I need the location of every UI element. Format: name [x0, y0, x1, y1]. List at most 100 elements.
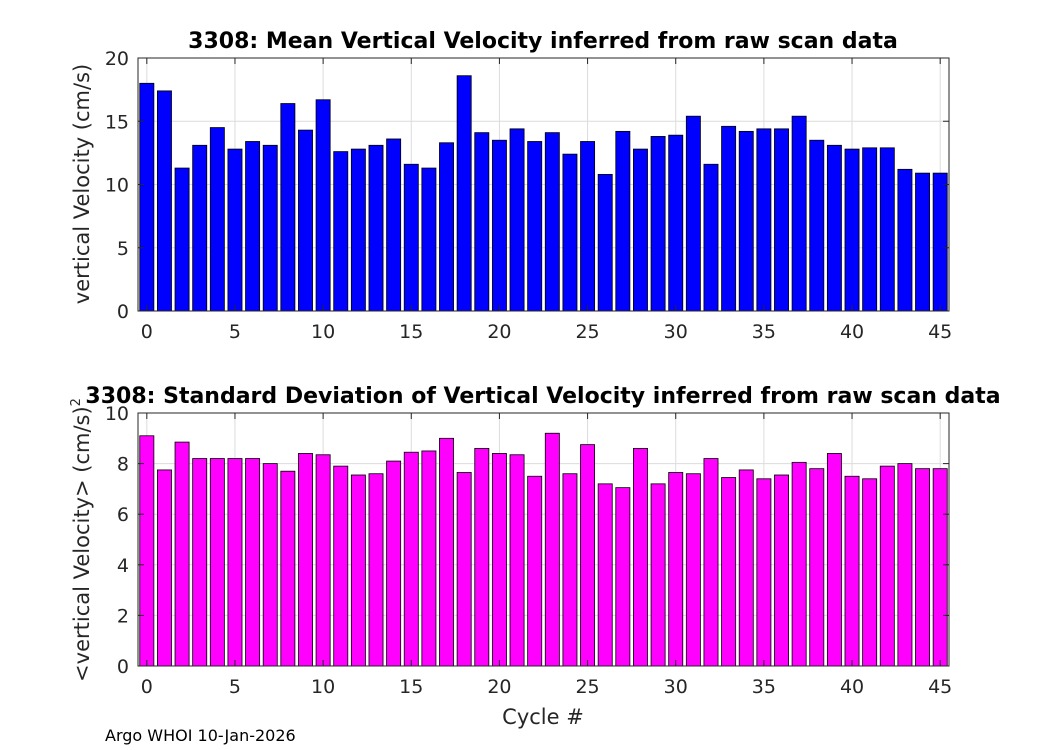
- bar: [280, 470, 296, 667]
- bar: [809, 139, 825, 312]
- bar: [915, 172, 931, 312]
- bar: [209, 127, 225, 312]
- bar: [685, 115, 701, 312]
- x-tick-label: 40: [840, 321, 864, 343]
- bar: [809, 468, 825, 667]
- bar: [668, 472, 684, 667]
- bar: [879, 147, 895, 312]
- bar: [227, 458, 243, 667]
- bar: [315, 454, 331, 667]
- y-tick-label: 6: [117, 504, 129, 526]
- bar: [368, 473, 384, 667]
- x-tick-label: 35: [752, 676, 776, 698]
- bar: [879, 465, 895, 667]
- bar: [386, 460, 402, 667]
- bar: [738, 469, 754, 667]
- footer-credit: Argo WHOI 10-Jan-2026: [105, 726, 296, 745]
- bar: [491, 139, 507, 312]
- bar: [897, 463, 913, 667]
- bar: [474, 448, 490, 667]
- bar: [597, 173, 613, 312]
- bar: [615, 487, 631, 667]
- x-tick-label: 0: [141, 321, 153, 343]
- y-tick-label: 5: [117, 238, 129, 260]
- bar: [544, 432, 560, 667]
- bar: [403, 451, 419, 667]
- y-tick-label: 8: [117, 454, 129, 476]
- bar: [774, 474, 789, 667]
- y-tick-label: 10: [105, 175, 129, 197]
- y-tick-label: 0: [117, 301, 129, 323]
- bar: [932, 172, 948, 312]
- bar: [580, 141, 596, 312]
- bar: [333, 151, 349, 312]
- bar: [791, 461, 807, 667]
- x-tick-label: 30: [664, 321, 688, 343]
- bar: [192, 144, 208, 312]
- bar: [826, 453, 842, 667]
- x-tick-label: 10: [311, 321, 335, 343]
- bar: [721, 477, 737, 667]
- x-tick-label: 5: [229, 321, 241, 343]
- y-tick-label: 0: [117, 656, 129, 678]
- x-tick-label: 35: [752, 321, 776, 343]
- bar: [756, 478, 772, 667]
- bar: [862, 147, 878, 312]
- bar: [703, 163, 719, 312]
- bar: [192, 458, 208, 667]
- y-tick-label: 10: [105, 403, 129, 425]
- y-axis-label-superscript: 2: [69, 398, 84, 406]
- bar: [298, 453, 313, 667]
- bar: [156, 469, 172, 667]
- y-tick-label: 20: [105, 48, 129, 70]
- bar: [615, 130, 631, 312]
- bar: [456, 472, 472, 667]
- bar: [650, 136, 666, 312]
- x-tick-label: 45: [928, 676, 952, 698]
- bar: [227, 148, 243, 312]
- bar: [915, 468, 931, 667]
- y-tick-label: 2: [117, 605, 129, 627]
- bar: [791, 115, 807, 312]
- bar: [262, 144, 278, 312]
- mean-velocity-chart: 3308: Mean Vertical Velocity inferred fr…: [70, 29, 952, 343]
- bar: [262, 463, 278, 667]
- bar: [245, 458, 261, 667]
- x-tick-label: 20: [487, 321, 511, 343]
- bar: [703, 458, 719, 667]
- bar: [633, 448, 648, 667]
- chart-title: 3308: Mean Vertical Velocity inferred fr…: [188, 29, 898, 54]
- chart-title: 3308: Standard Deviation of Vertical Vel…: [85, 384, 1000, 409]
- y-axis-label-text: <vertical Velocity> (cm/s): [70, 406, 94, 682]
- bar: [527, 475, 543, 667]
- bar: [368, 144, 384, 312]
- x-tick-label: 10: [311, 676, 335, 698]
- bar: [756, 128, 772, 312]
- y-axis-label: vertical Velocity (cm/s): [70, 64, 94, 304]
- y-tick-label: 4: [117, 555, 129, 577]
- bar: [897, 168, 913, 312]
- bar: [633, 148, 648, 312]
- bar: [350, 474, 366, 667]
- x-tick-label: 25: [575, 676, 599, 698]
- bar: [174, 167, 190, 312]
- bar: [738, 130, 754, 312]
- bar-series: [139, 432, 948, 667]
- axes-box: [137, 412, 950, 667]
- bar: [439, 142, 454, 312]
- std-velocity-chart: 3308: Standard Deviation of Vertical Vel…: [69, 384, 1001, 729]
- x-tick-label: 40: [840, 676, 864, 698]
- bar: [333, 465, 349, 667]
- tick-labels: 0 5 10 15 20 25 30 35 40 45 0 2 4 6 8 10: [105, 403, 952, 698]
- bar: [139, 435, 155, 667]
- bar: [315, 99, 331, 312]
- x-tick-label: 5: [229, 676, 241, 698]
- x-tick-label: 20: [487, 676, 511, 698]
- bar: [139, 82, 155, 312]
- bar: [174, 441, 190, 667]
- bar: [350, 148, 366, 312]
- y-tick-label: 15: [105, 111, 129, 133]
- bar: [826, 144, 842, 312]
- x-tick-label: 30: [664, 676, 688, 698]
